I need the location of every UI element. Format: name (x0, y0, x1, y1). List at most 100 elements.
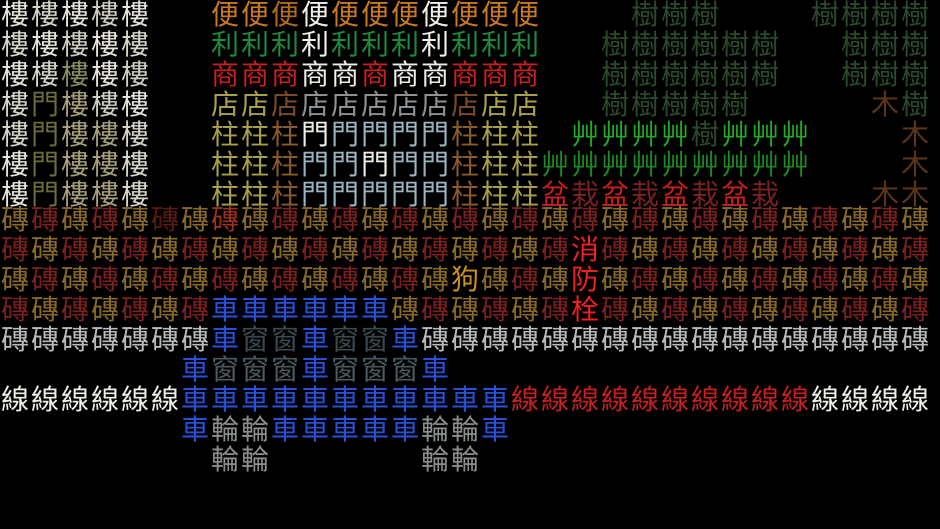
glyph-brick: 磚 (540, 233, 569, 266)
glyph-brick: 磚 (720, 233, 749, 266)
glyph-brick: 磚 (180, 203, 209, 236)
glyph-building: 樓 (120, 178, 149, 211)
glyph-brick: 磚 (870, 293, 899, 326)
glyph-wheel: 輪 (210, 443, 239, 476)
glyph-brick: 磚 (540, 293, 569, 326)
glyph-car: 車 (210, 293, 239, 326)
glyph-car: 車 (180, 383, 209, 416)
glyph-brick: 磚 (900, 263, 929, 296)
glyph-brick: 磚 (900, 323, 929, 356)
glyph-brick: 磚 (540, 203, 569, 236)
glyph-tree: 樹 (630, 58, 659, 91)
glyph-plug: 栓 (570, 293, 599, 326)
glyph-tree: 樹 (660, 0, 689, 31)
glyph-pillar: 柱 (480, 148, 509, 181)
glyph-window: 窗 (240, 353, 269, 386)
glyph-building: 樓 (60, 88, 89, 121)
glyph-gate: 門 (390, 178, 419, 211)
glyph-tree: 樹 (750, 58, 779, 91)
glyph-tree: 樹 (840, 28, 869, 61)
glyph-grass: 艸 (630, 148, 659, 181)
glyph-pillar: 柱 (510, 178, 539, 211)
glyph-brick: 磚 (150, 263, 179, 296)
glyph-brick: 磚 (0, 233, 29, 266)
glyph-building: 樓 (90, 88, 119, 121)
glyph-brick: 磚 (420, 323, 449, 356)
glyph-profit: 利 (210, 28, 239, 61)
glyph-brick: 磚 (300, 263, 329, 296)
glyph-brick: 磚 (480, 263, 509, 296)
glyph-car: 車 (360, 413, 389, 446)
glyph-grass: 艸 (630, 118, 659, 151)
glyph-brick: 磚 (750, 323, 779, 356)
glyph-tree: 樹 (870, 28, 899, 61)
glyph-bonsai_plant: 栽 (750, 178, 779, 211)
glyph-grass: 艸 (570, 118, 599, 151)
glyph-profit: 利 (330, 28, 359, 61)
glyph-building: 樓 (90, 178, 119, 211)
row-brick-3-dog-defense: 磚磚磚磚磚磚磚磚磚磚磚磚磚磚磚狗磚磚磚防磚磚磚磚磚磚磚磚磚磚磚 (0, 265, 940, 295)
row-brick-4-cars-plug: 磚磚磚磚磚磚磚車車車車車車磚磚磚磚磚磚栓磚磚磚磚磚磚磚磚磚磚磚 (0, 295, 940, 325)
glyph-shop: 店 (420, 88, 449, 121)
glyph-line: 線 (690, 383, 719, 416)
row-wheels-bottom: 輪輪輪輪 (0, 445, 940, 475)
glyph-gate: 門 (30, 88, 59, 121)
glyph-pillar: 柱 (480, 178, 509, 211)
glyph-car: 車 (180, 353, 209, 386)
glyph-brick: 磚 (780, 233, 809, 266)
glyph-building: 樓 (60, 148, 89, 181)
glyph-brick: 磚 (300, 203, 329, 236)
glyph-brick: 磚 (30, 323, 59, 356)
glyph-building: 樓 (0, 118, 29, 151)
glyph-convenience: 便 (300, 0, 329, 31)
row-building-3: 樓樓樓樓樓商商商商商商商商商商商樹樹樹樹樹樹樹樹樹 (0, 60, 940, 90)
glyph-brick: 磚 (900, 293, 929, 326)
glyph-brick: 磚 (630, 323, 659, 356)
glyph-car: 車 (420, 353, 449, 386)
glyph-gate: 門 (30, 148, 59, 181)
glyph-car: 車 (390, 323, 419, 356)
glyph-grass: 艸 (720, 148, 749, 181)
glyph-building: 樓 (0, 58, 29, 91)
glyph-brick: 磚 (660, 203, 689, 236)
glyph-tree: 樹 (900, 0, 929, 31)
glyph-tree: 樹 (870, 58, 899, 91)
glyph-brick: 磚 (150, 233, 179, 266)
glyph-line: 線 (150, 383, 179, 416)
glyph-tree: 樹 (660, 88, 689, 121)
glyph-gate: 門 (300, 118, 329, 151)
glyph-brick: 磚 (660, 263, 689, 296)
glyph-brick: 磚 (840, 233, 869, 266)
glyph-car: 車 (300, 323, 329, 356)
glyph-line: 線 (630, 383, 659, 416)
glyph-brick: 磚 (630, 263, 659, 296)
glyph-building: 樓 (0, 0, 29, 31)
glyph-brick: 磚 (540, 323, 569, 356)
row-road-line-cars: 線線線線線線車車車車車車車車車車車線線線線線線線線線線線線線線 (0, 385, 940, 415)
glyph-brick: 磚 (210, 203, 239, 236)
glyph-car: 車 (360, 383, 389, 416)
glyph-brick: 磚 (870, 233, 899, 266)
glyph-window: 窗 (270, 323, 299, 356)
glyph-brick: 磚 (90, 263, 119, 296)
glyph-brick: 磚 (180, 323, 209, 356)
glyph-tree: 樹 (600, 88, 629, 121)
glyph-wood: 木 (870, 178, 899, 211)
glyph-brick: 磚 (510, 203, 539, 236)
glyph-commerce: 商 (480, 58, 509, 91)
glyph-building: 樓 (0, 88, 29, 121)
glyph-profit: 利 (240, 28, 269, 61)
glyph-gate: 門 (420, 118, 449, 151)
glyph-brick: 磚 (690, 203, 719, 236)
glyph-brick: 磚 (840, 323, 869, 356)
glyph-brick: 磚 (180, 293, 209, 326)
glyph-defense: 防 (570, 263, 599, 296)
glyph-car: 車 (480, 383, 509, 416)
glyph-pillar: 柱 (240, 118, 269, 151)
glyph-line: 線 (60, 383, 89, 416)
glyph-commerce: 商 (420, 58, 449, 91)
glyph-gate: 門 (330, 118, 359, 151)
glyph-brick: 磚 (150, 323, 179, 356)
glyph-tree: 樹 (720, 88, 749, 121)
glyph-wood: 木 (900, 178, 929, 211)
